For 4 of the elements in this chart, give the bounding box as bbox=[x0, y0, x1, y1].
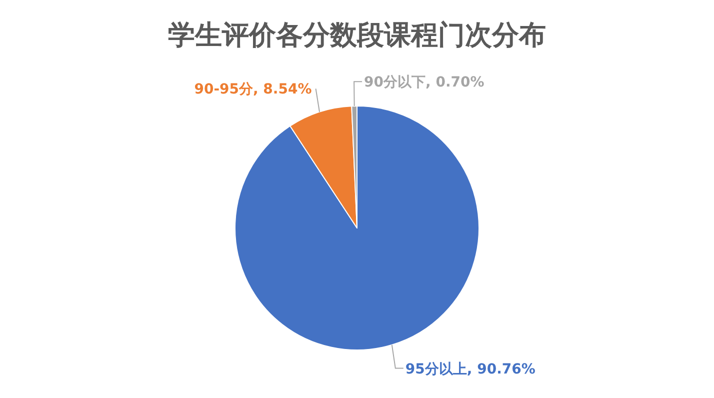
slice-label: 95分以上, 90.76% bbox=[405, 361, 536, 378]
chart-title: 学生评价各分数段课程门次分布 bbox=[168, 20, 546, 51]
slice-label: 90-95分, 8.54% bbox=[194, 82, 312, 98]
slice-label: 90分以下, 0.70% bbox=[364, 74, 484, 91]
